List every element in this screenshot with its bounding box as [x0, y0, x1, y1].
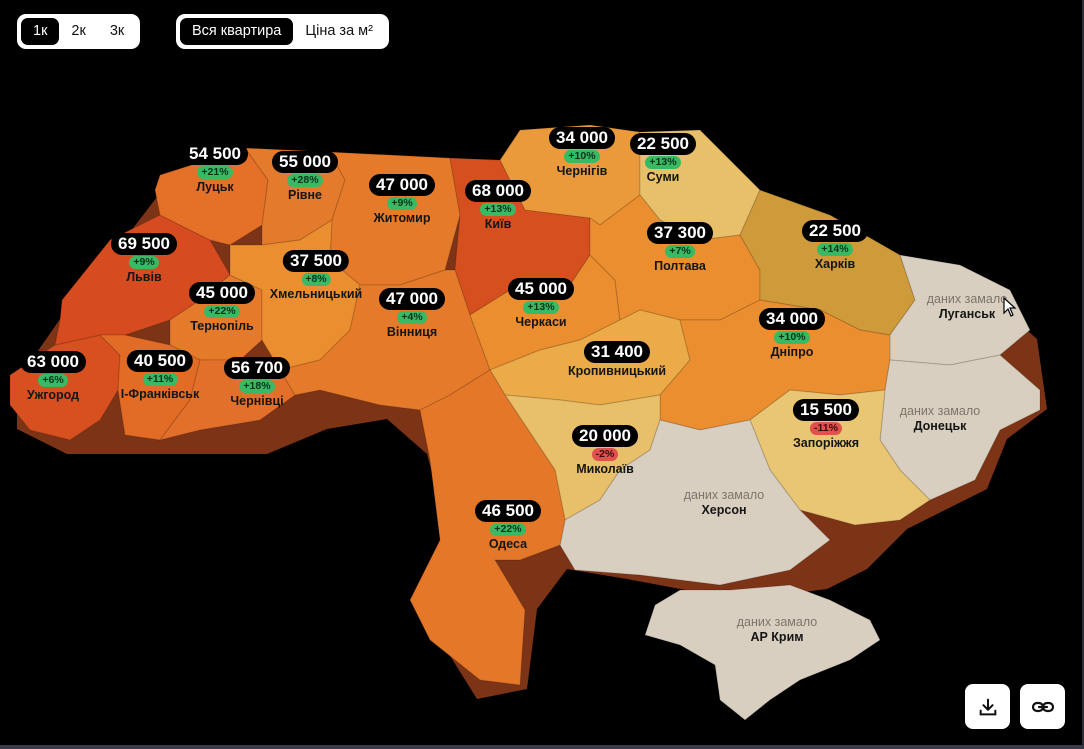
region-zhytomyr[interactable] [328, 151, 461, 286]
rooms-option-2[interactable]: 2к [71, 23, 86, 39]
rooms-toggle: 1к 2к 3к [17, 14, 141, 49]
metric-option-per-m2[interactable]: Ціна за м² [305, 23, 373, 39]
rooms-option-1[interactable]: 1к [21, 18, 60, 45]
link-icon [1031, 701, 1054, 712]
region-odesa[interactable] [409, 369, 566, 686]
metric-toggle: Вся квартира Ціна за м² [176, 14, 389, 49]
mouse-cursor-icon [1003, 297, 1017, 317]
region-shapes [9, 124, 1041, 721]
download-icon [979, 698, 996, 715]
metric-option-whole[interactable]: Вся квартира [180, 18, 294, 45]
region-crimea[interactable] [644, 584, 881, 721]
region-donetsk[interactable] [879, 354, 1041, 501]
region-kherson[interactable] [559, 419, 831, 586]
rooms-option-3[interactable]: 3к [109, 23, 125, 39]
copy-link-button[interactable] [1020, 684, 1065, 729]
download-button[interactable] [965, 684, 1010, 729]
